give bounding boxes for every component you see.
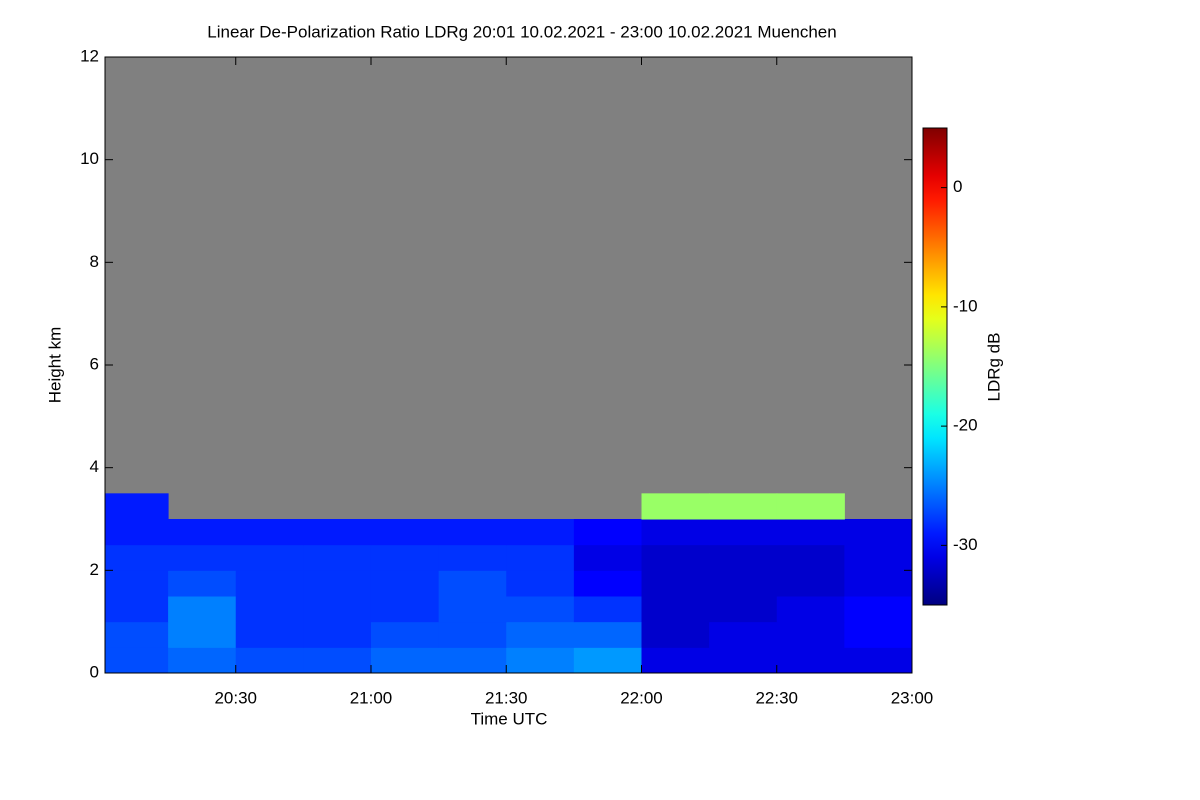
heatmap-cell [709,647,778,674]
heatmap-cell [438,621,507,648]
x-tick-label: 22:00 [620,688,663,707]
chart-title: Linear De-Polarization Ratio LDRg 20:01 … [207,22,836,41]
heatmap-cell [573,647,642,674]
heatmap-cell [844,621,913,648]
heatmap-cell [709,621,778,648]
heatmap-cell [776,544,845,571]
heatmap-cell [168,647,237,674]
heatmap-cell [303,621,372,648]
heatmap-cell [105,493,169,520]
y-tick-label: 8 [90,252,99,271]
heatmap-cell [235,570,304,597]
heatmap-cell [235,621,304,648]
heatmap-cell [709,570,778,597]
x-tick-label: 23:00 [891,688,934,707]
heatmap-cell [641,596,710,623]
heatmap-cell [370,519,440,546]
y-tick-label: 2 [90,560,99,579]
heatmap-cell [844,544,913,571]
colorbar-tick-label: 0 [953,177,962,196]
heatmap-cell [506,570,575,597]
heatmap-cell [844,596,913,623]
x-axis-label: Time UTC [471,709,548,728]
heatmap-cell [168,544,237,571]
heatmap-cell [641,493,710,520]
heatmap-cell [168,570,237,597]
heatmap-cell [235,519,304,546]
colorbar [922,127,948,606]
heatmap-cell [438,544,507,571]
heatmap-cell [370,621,440,648]
heatmap-cell [776,647,845,674]
heatmap-cell [844,570,913,597]
x-tick-label: 20:30 [214,688,257,707]
heatmap-cell [641,647,710,674]
heatmap-cell [506,621,575,648]
heatmap-cell [641,544,710,571]
heatmap-cell [641,519,710,546]
heatmap-cell [776,570,845,597]
heatmap-cell [105,621,169,648]
heatmap-cell [506,544,575,571]
heatmap-cell [370,570,440,597]
y-tick-label: 0 [90,662,99,681]
heatmap-cell [709,519,778,546]
heatmap-cell [573,519,642,546]
heatmap-cell [235,596,304,623]
heatmap-cell [709,493,778,520]
heatmap-cell [370,544,440,571]
heatmap-cell [105,647,169,674]
colorbar-tick-label: -20 [953,416,978,435]
heatmap-cell [303,647,372,674]
heatmap-cell [709,596,778,623]
heatmap-cell [168,519,237,546]
heatmap-cell [105,570,169,597]
heatmap-cell [506,647,575,674]
heatmap-cell [105,544,169,571]
heatmap-cell [844,519,913,546]
heatmap-cell [105,519,169,546]
heatmap-cell [641,621,710,648]
heatmap-cell [573,596,642,623]
y-tick-label: 4 [90,457,99,476]
heatmap-cell [573,621,642,648]
heatmap-cell [438,647,507,674]
y-axis-label: Height km [45,327,64,404]
heatmap-cell [573,544,642,571]
colorbar-tick-label: -30 [953,535,978,554]
heatmap-cell [438,596,507,623]
heatmap-cell [709,544,778,571]
colorbar-tick-label: -10 [953,296,978,315]
heatmap-cell [438,519,507,546]
x-tick-label: 21:00 [350,688,393,707]
heatmap-cell [776,519,845,546]
heatmap-cell [105,596,169,623]
heatmap-cell [438,570,507,597]
heatmap-cell [776,493,845,520]
heatmap-cell [235,544,304,571]
colorbar-label: LDRg dB [984,333,1003,402]
heatmap-cell [303,519,372,546]
heatmap-cell [303,544,372,571]
x-tick-label: 21:30 [485,688,528,707]
y-tick-label: 10 [80,149,99,168]
heatmap-cell [506,596,575,623]
heatmap-cell [573,570,642,597]
heatmap-cell [303,596,372,623]
x-tick-label: 22:30 [755,688,798,707]
heatmap-cell [168,621,237,648]
heatmap-cell [370,596,440,623]
heatmap-cell [235,647,304,674]
y-tick-label: 6 [90,354,99,373]
heatmap-cell [844,647,913,674]
heatmap-cell [776,596,845,623]
y-tick-label: 12 [80,46,99,65]
heatmap-cell [370,647,440,674]
heatmap-cell [168,596,237,623]
heatmap-cell [303,570,372,597]
heatmap-cell [641,570,710,597]
heatmap-cell [776,621,845,648]
heatmap-cell [506,519,575,546]
